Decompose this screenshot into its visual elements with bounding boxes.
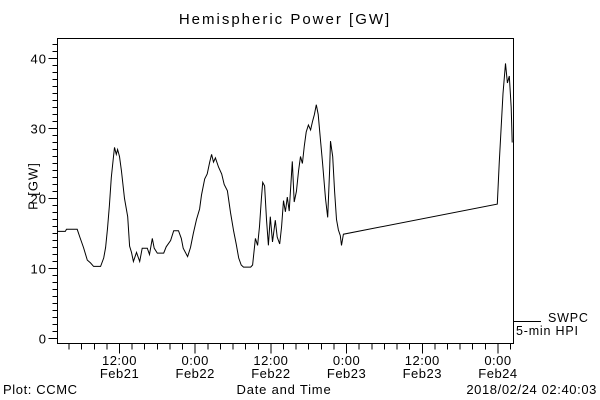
x-axis-label: Date and Time	[236, 382, 332, 397]
x-tick-date-Feb22: Feb22	[251, 366, 291, 381]
x-tick-time-Feb22-1200: 12:00	[253, 353, 289, 368]
x-tick-date-Feb22: Feb22	[175, 366, 215, 381]
x-tick-date-Feb23: Feb23	[402, 366, 442, 381]
y-tick-label-40: 40	[30, 51, 47, 66]
x-tick-time-Feb23-000: 0:00	[332, 353, 361, 368]
footer-plot-source: Plot: CCMC	[3, 382, 78, 397]
x-tick-date-Feb24: Feb24	[478, 366, 518, 381]
x-tick-date-Feb21: Feb21	[99, 366, 140, 381]
x-tick-date-Feb23: Feb23	[326, 366, 367, 381]
legend-label-5min-hpi: 5-min HPI	[516, 324, 579, 338]
page-title: Hemispheric Power [GW]	[178, 11, 392, 28]
y-tick-label-0: 0	[38, 331, 47, 346]
legend-label-swpc: SWPC	[548, 311, 589, 325]
x-tick-time-Feb23-1200: 12:00	[404, 353, 440, 368]
y-tick-label-30: 30	[30, 121, 47, 136]
hpi-data-line	[57, 63, 513, 268]
x-tick-time-Feb24-000: 0:00	[484, 353, 512, 368]
footer-timestamp: 2018/02/24 02:40:03	[466, 382, 597, 397]
y-tick-label-10: 10	[30, 261, 47, 276]
x-tick-time-Feb21-1200: 12:00	[101, 353, 138, 368]
x-tick-time-Feb22-000: 0:00	[181, 353, 209, 368]
plot-frame	[57, 38, 514, 344]
y-tick-label-20: 20	[30, 191, 47, 206]
